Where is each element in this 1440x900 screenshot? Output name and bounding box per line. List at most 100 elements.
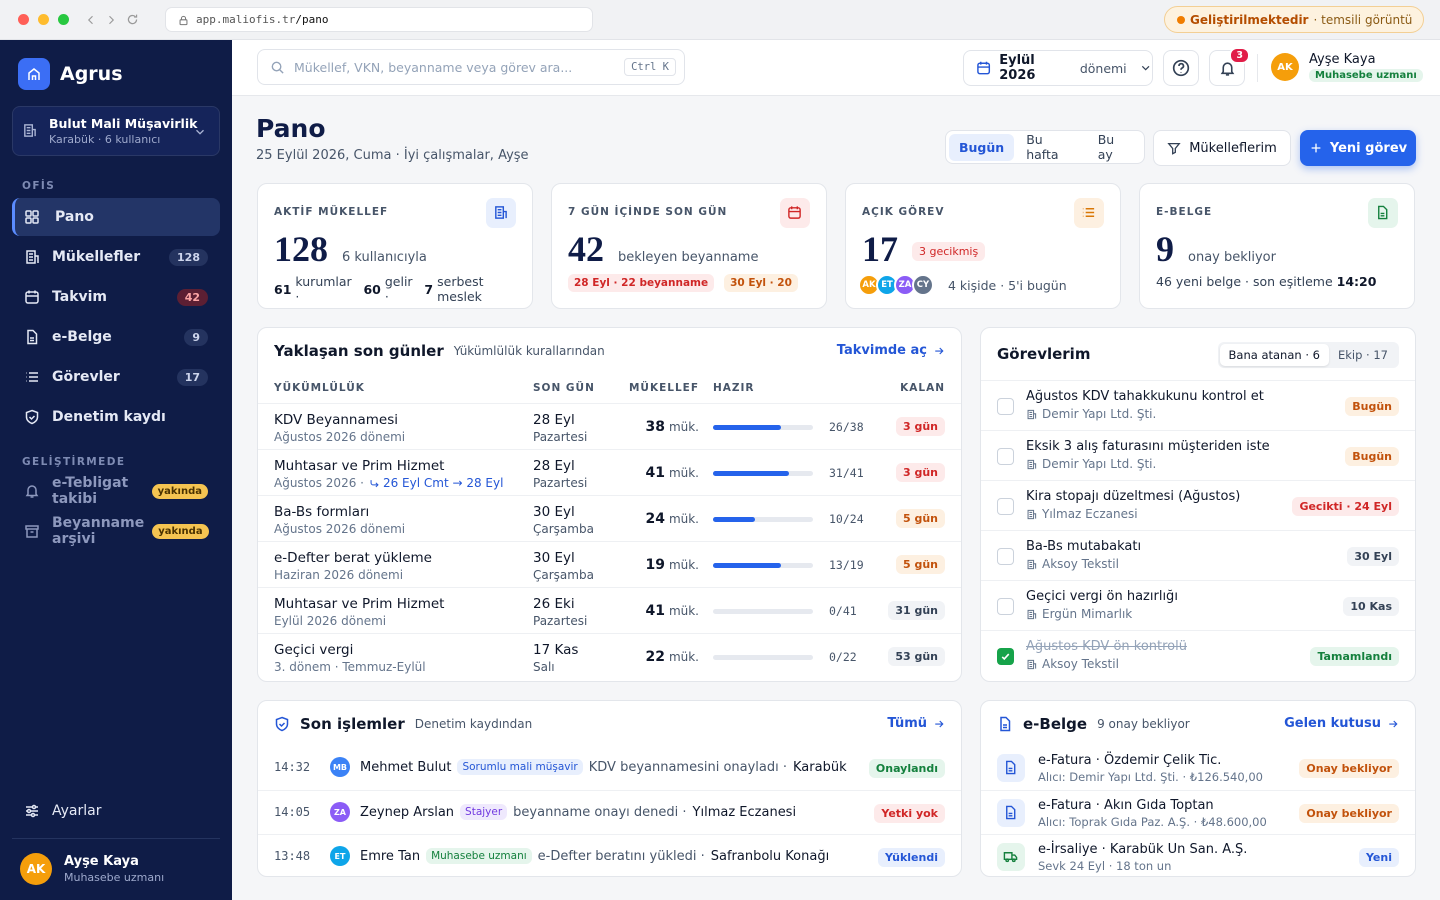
stat-icon [780, 198, 810, 228]
taxpayer-count: 38 mük. [645, 419, 699, 435]
document-status: Yeni [1358, 848, 1399, 867]
stat-footer-part: 7 [424, 281, 434, 297]
avatar: AK [1271, 53, 1299, 81]
task-row[interactable]: Ba-Bs mutabakatı Aksoy Tekstil 30 Eyl [981, 530, 1415, 580]
progress-track [713, 609, 813, 614]
card-link[interactable]: Takvimde aç [837, 343, 945, 358]
url-host: app.maliofis.tr [196, 13, 296, 26]
nav-label: Mükellefler [52, 249, 141, 265]
client: Aksoy Tekstil [1042, 657, 1119, 671]
task-checkbox[interactable] [997, 448, 1014, 465]
nav-item[interactable]: Görevler 17 [12, 358, 220, 396]
icon [788, 206, 801, 219]
task-tab[interactable]: Ekip · 17 [1337, 348, 1388, 362]
nav-item[interactable]: Mükellefler 128 [12, 238, 220, 276]
remaining: 3 gün [895, 417, 945, 436]
new-task-button[interactable]: Yeni görev [1300, 130, 1416, 166]
task-checkbox[interactable] [997, 648, 1014, 665]
help-button[interactable] [1163, 50, 1199, 86]
due-date: 30 Eyl [533, 550, 575, 566]
filter-button[interactable]: Mükelleflerim [1153, 130, 1291, 166]
due-date: 26 Eki [533, 596, 575, 612]
stat-footer-part: kurumlar · [295, 274, 352, 304]
range-tab[interactable]: Bu hafta [1026, 132, 1059, 162]
task-row[interactable]: Kira stopajı düzeltmesi (Ağustos) Yılmaz … [981, 480, 1415, 530]
client: Ergün Mimarlık [1042, 607, 1133, 621]
document-row[interactable]: e-Fatura · Akın Gıda Toptan Alıcı: Toprak… [981, 790, 1415, 834]
remaining: 5 gün [895, 509, 945, 528]
search-box[interactable]: Mükellef, VKN, beyanname veya görev ara.… [257, 49, 685, 85]
obligation-name: Ba-Bs formları [274, 504, 370, 520]
task-row[interactable]: Geçici vergi ön hazırlığı Ergün Mimarlık 1… [981, 580, 1415, 630]
user-text: Ayşe Kaya Muhasebe uzmanı [1309, 52, 1423, 82]
link-label: Takvimde aç [836, 343, 927, 358]
document-row[interactable]: e-Fatura · Özdemir Çelik Tic. Alıcı: Demi… [981, 746, 1415, 790]
date-shift: 26 Eyl Cmt → 28 Eyl [369, 476, 503, 490]
address-bar[interactable]: app.maliofis.tr/pano [165, 7, 593, 32]
nav-item[interactable]: Ayarlar [12, 792, 220, 830]
nav-item[interactable]: Denetim kaydı [12, 398, 220, 436]
range-tab[interactable]: Bu ay [1097, 132, 1115, 162]
task-title: Ağustos KDV tahakkukunu kontrol et [1026, 389, 1264, 404]
period-select[interactable]: Eylül 2026 dönemi [963, 50, 1153, 86]
task-due: Tamamlandı [1310, 647, 1399, 666]
stat-icon [486, 198, 516, 228]
action: beyanname onayı denedi · [513, 804, 687, 820]
document-row[interactable]: e-İrsaliye · Karabük Un San. A.Ş. Sevk 24… [981, 834, 1415, 876]
due-date: 28 Eyl [533, 412, 575, 428]
sidebar-user[interactable]: AK Ayşe Kaya Muhasebe uzmanı [20, 853, 164, 885]
document-icon [997, 799, 1025, 827]
nav-item[interactable]: Beyanname arşivi yakında [12, 512, 220, 550]
actor-role: Sorumlu mali müşavir [457, 759, 583, 775]
deadline-row[interactable]: Geçici vergi 3. dönem · Temmuz-Eylül 17 Ka… [258, 633, 961, 679]
deadline-row[interactable]: KDV Beyannamesi Ağustos 2026 dönemi 28 Eyl… [258, 403, 961, 449]
building-icon [1027, 409, 1037, 419]
document-sub: Alıcı: Demir Yapı Ltd. Şti. · ₺126.540,0… [1038, 770, 1263, 784]
task-checkbox[interactable] [997, 598, 1014, 615]
stat-label: AÇIK GÖREV [862, 206, 945, 218]
card-link[interactable]: Gelen kutusu [1284, 716, 1399, 731]
nav-item[interactable]: Takvim 42 [12, 278, 220, 316]
card-link[interactable]: Tümü [887, 716, 945, 731]
task-checkbox[interactable] [997, 398, 1014, 415]
org-switcher[interactable]: Bulut Mali Müşavirlik Karabük · 6 kullanı… [12, 106, 220, 156]
period: Ağustos 2026 dönemi [274, 430, 406, 444]
stat-footer-part: gelir · [384, 274, 413, 304]
taxpayer-count: 19 mük. [645, 557, 699, 573]
nav-item[interactable]: e-Tebligat takibi yakında [12, 472, 220, 510]
deadline-row[interactable]: Ba-Bs formları Ağustos 2026 dönemi 30 Eyl Ç… [258, 495, 961, 541]
due-weekday: Çarşamba [533, 522, 594, 536]
task-row[interactable]: Ağustos KDV tahakkukunu kontrol et Demir … [981, 380, 1415, 430]
count-unit: mük. [668, 512, 699, 526]
deadline-row[interactable]: Muhtasar ve Prim Hizmet Eylül 2026 dönemi… [258, 587, 961, 633]
help-icon [1172, 59, 1190, 77]
stat-value: 17 [862, 229, 898, 269]
document-title: e-Fatura · Akın Gıda Toptan [1038, 798, 1214, 813]
avatar: ZA [330, 802, 350, 822]
activity-line: ZA Zeynep Arslan Stajyer beyanname onayı de… [330, 802, 851, 822]
activity-line: MB Mehmet Bulut Sorumlu mali müşavir KDV be… [330, 757, 851, 777]
action: KDV beyannamesini onayladı · [588, 759, 788, 775]
sidebar: Agrus Bulut Mali Müşavirlik Karabük · 6 ku… [0, 40, 232, 900]
activity-row: 14:05 ZA Zeynep Arslan Stajyer beyanname ona… [258, 790, 961, 834]
range-tab[interactable]: Bugün [949, 133, 1015, 161]
deadline-row[interactable]: e-Defter berat yükleme Haziran 2026 dönem… [258, 541, 961, 587]
nav-icon [27, 329, 38, 345]
avatar: ET [330, 846, 350, 866]
task-tab[interactable]: Bana atanan · 6 [1219, 344, 1329, 366]
nav-item[interactable]: Pano [12, 198, 220, 236]
shift-icon [370, 479, 379, 487]
task-row[interactable]: Ağustos KDV ön kontrolü Aksoy Tekstil Tama… [981, 630, 1415, 680]
deadline-row[interactable]: Muhtasar ve Prim Hizmet Ağustos 2026 · 26 … [258, 449, 961, 495]
nav-item[interactable]: e-Belge 9 [12, 318, 220, 356]
task-row[interactable]: Eksik 3 alış faturasını müşteriden iste D… [981, 430, 1415, 480]
notifications-button[interactable]: 3 [1209, 47, 1250, 86]
user-role: Muhasebe uzmanı [64, 871, 165, 884]
count: 41 [645, 603, 665, 619]
due-date: 17 Kas [533, 642, 579, 658]
task-checkbox[interactable] [997, 548, 1014, 565]
document-sub: Sevk 24 Eyl · 18 ton un [1038, 859, 1172, 873]
top-user[interactable]: AK Ayşe Kaya Muhasebe uzmanı [1271, 52, 1423, 82]
obligation-name: Geçici vergi [274, 642, 354, 658]
task-checkbox[interactable] [997, 498, 1014, 515]
